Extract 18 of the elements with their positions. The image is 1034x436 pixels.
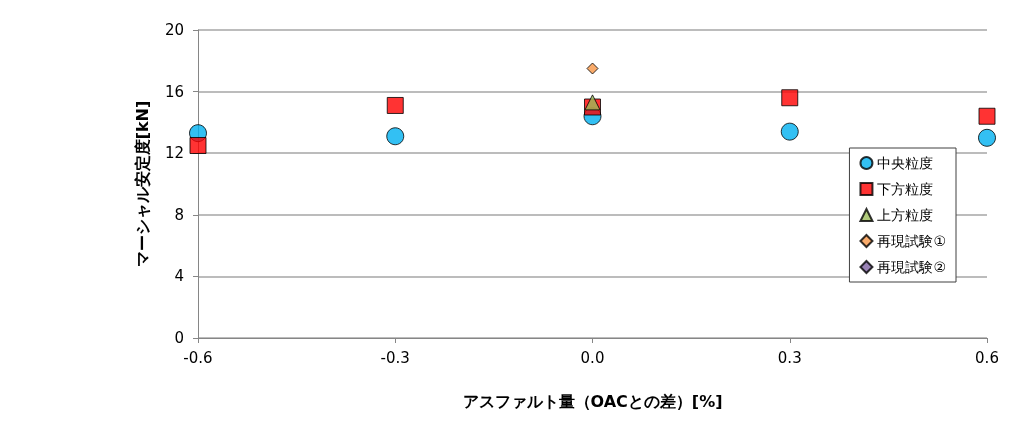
y-tick-label: 0 <box>174 329 184 347</box>
x-tick-label: 0.6 <box>975 348 999 367</box>
legend-label: 上方粒度 <box>877 207 934 223</box>
x-tick-label: 0.0 <box>580 348 605 367</box>
legend-label: 再現試験① <box>877 233 947 249</box>
legend-label: 再現試験② <box>877 259 947 275</box>
y-tick-label: 4 <box>174 267 184 286</box>
legend-label: 中央粒度 <box>877 155 934 171</box>
x-axis-title: アスファルト量（OACとの差）[%] <box>462 391 723 411</box>
y-axis-title: マーシャル安定度[kN] <box>132 100 152 268</box>
y-tick-label: 8 <box>174 205 184 224</box>
y-tick-label: 12 <box>164 144 184 163</box>
x-tick-label: -0.6 <box>183 348 213 367</box>
y-tick-label: 20 <box>164 21 184 39</box>
x-tick-label: -0.3 <box>380 348 410 367</box>
y-tick-label: 16 <box>164 82 184 101</box>
x-tick-label: 0.3 <box>777 348 802 367</box>
legend-label: 下方粒度 <box>877 181 934 197</box>
